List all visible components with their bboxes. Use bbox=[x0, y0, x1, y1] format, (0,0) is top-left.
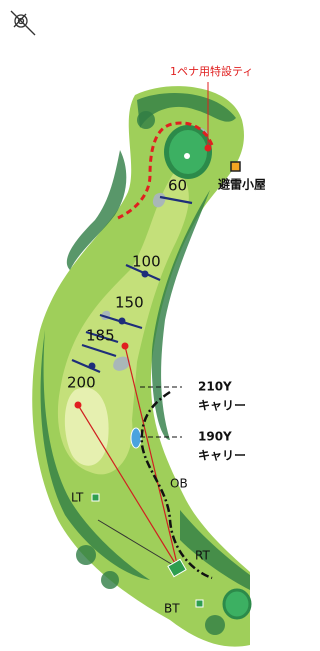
shelter-label: 避雷小屋 bbox=[218, 177, 265, 192]
special-tee-label: 1ペナ用特設ティ bbox=[170, 64, 253, 78]
pond bbox=[131, 428, 141, 448]
tee-label: BT bbox=[164, 602, 180, 616]
tee-label: LT bbox=[71, 491, 84, 505]
compass-icon bbox=[11, 11, 35, 35]
tee-box bbox=[196, 600, 203, 607]
carry-label: キャリー bbox=[198, 399, 246, 413]
tee-box bbox=[92, 494, 99, 501]
target-dot bbox=[122, 343, 129, 350]
carry-label: キャリー bbox=[198, 449, 246, 463]
distance-label: 100 bbox=[132, 253, 161, 271]
distance-label: 200 bbox=[67, 374, 96, 392]
distance-label: 150 bbox=[115, 294, 144, 312]
ob-label: OB bbox=[170, 477, 188, 491]
carry-distance: 210Y bbox=[198, 380, 232, 394]
carry-distance: 190Y bbox=[198, 430, 232, 444]
distance-label: 185 bbox=[86, 327, 115, 345]
tee-label: RT bbox=[195, 549, 210, 563]
distance-label: 60 bbox=[168, 177, 187, 195]
target-dot bbox=[75, 402, 82, 409]
pin bbox=[184, 153, 190, 159]
course-map: 1ペナ用特設ティ 避雷小屋 60 100 150 185 200 210Y キャ… bbox=[0, 0, 265, 651]
green bbox=[169, 130, 207, 174]
page: 1ペナ用特設ティ 避雷小屋 60 100 150 185 200 210Y キャ… bbox=[0, 0, 265, 651]
shelter-icon bbox=[231, 162, 240, 171]
back-green bbox=[224, 590, 250, 618]
